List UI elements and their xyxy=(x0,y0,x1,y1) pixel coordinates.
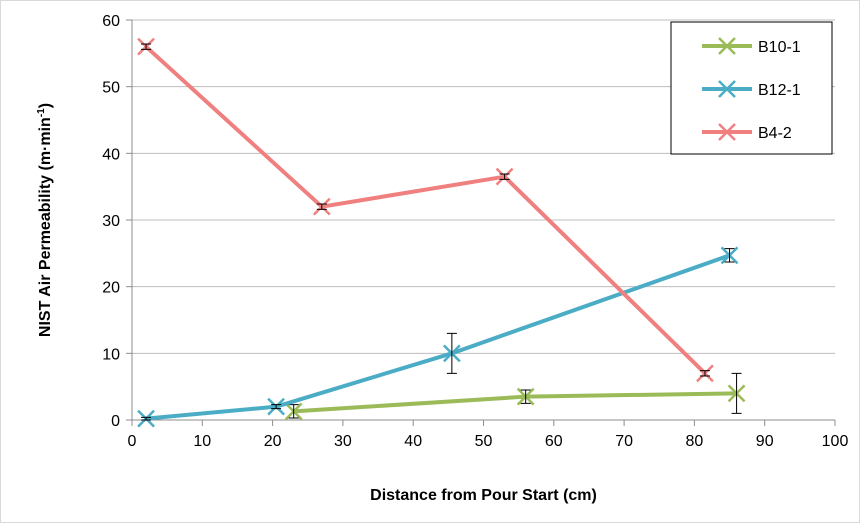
legend-item-b10-1: B10-1 xyxy=(702,37,801,56)
x-tick-label: 70 xyxy=(615,433,633,450)
grid xyxy=(132,19,835,354)
x-tick-label: 50 xyxy=(475,433,493,450)
x-tick-label: 30 xyxy=(334,433,352,450)
error-bar-b10-1 xyxy=(288,404,299,419)
series-line-b4-2 xyxy=(144,45,707,375)
x-tick-label: 100 xyxy=(822,433,849,450)
x-tick-label: 0 xyxy=(128,433,137,450)
x-tick-label: 20 xyxy=(264,433,282,450)
x-tick-label: 10 xyxy=(193,433,211,450)
error-bar-b4-2 xyxy=(316,203,327,210)
y-tick-label: 20 xyxy=(102,280,120,297)
series-b12-1 xyxy=(137,246,739,428)
series-line-b12-1 xyxy=(145,253,731,421)
legend-swatch-marker xyxy=(718,37,736,55)
series xyxy=(137,37,746,428)
y-tick-label: 60 xyxy=(102,13,120,30)
legend-swatch-marker xyxy=(718,123,736,141)
y-axis-title: NIST Air Permeability (m·min-1) xyxy=(36,103,54,337)
x-tick-label: 40 xyxy=(404,433,422,450)
y-tick-label: 40 xyxy=(102,146,120,163)
x-tick-label: 80 xyxy=(686,433,704,450)
error-bar-b4-2 xyxy=(699,370,710,377)
axes xyxy=(126,19,836,426)
y-axis-title-end: ) xyxy=(37,103,54,108)
y-tick-label: 0 xyxy=(111,413,120,430)
legend-item-b12-1: B12-1 xyxy=(702,80,801,99)
legend-label: B10-1 xyxy=(758,39,801,56)
y-tick-label: 50 xyxy=(102,80,120,97)
legend-label: B12-1 xyxy=(758,82,801,99)
error-bar-b4-2 xyxy=(141,43,152,50)
y-axis-title-main: NIST Air Permeability (m·min xyxy=(37,117,54,337)
legend: B10-1 B12-1 B4-2 xyxy=(670,21,833,155)
error-bar-b12-1 xyxy=(141,416,152,421)
legend-label: B4-2 xyxy=(758,125,792,142)
error-bar-b12-1 xyxy=(724,248,735,263)
legend-item-b4-2: B4-2 xyxy=(702,123,792,142)
y-tick-label: 10 xyxy=(102,346,120,363)
x-tick-label: 60 xyxy=(545,433,563,450)
series-b4-2 xyxy=(137,37,714,383)
x-axis-title: Distance from Pour Start (cm) xyxy=(370,487,597,504)
y-axis-title-sup: -1 xyxy=(36,108,47,117)
x-tick-label: 90 xyxy=(756,433,774,450)
y-tick-label: 30 xyxy=(102,213,120,230)
error-bar-b12-1 xyxy=(271,404,282,410)
error-bar-b12-1 xyxy=(446,332,457,374)
error-bar-b4-2 xyxy=(499,173,510,180)
error-bar-b10-1 xyxy=(520,389,531,404)
error-bar-b10-1 xyxy=(731,372,742,414)
legend-swatch-marker xyxy=(718,80,736,98)
series-b10-1 xyxy=(284,372,746,421)
tick-labels: 0 10 20 30 40 50 60 0 10 20 30 40 50 60 70 80 90 100 xyxy=(102,13,848,450)
